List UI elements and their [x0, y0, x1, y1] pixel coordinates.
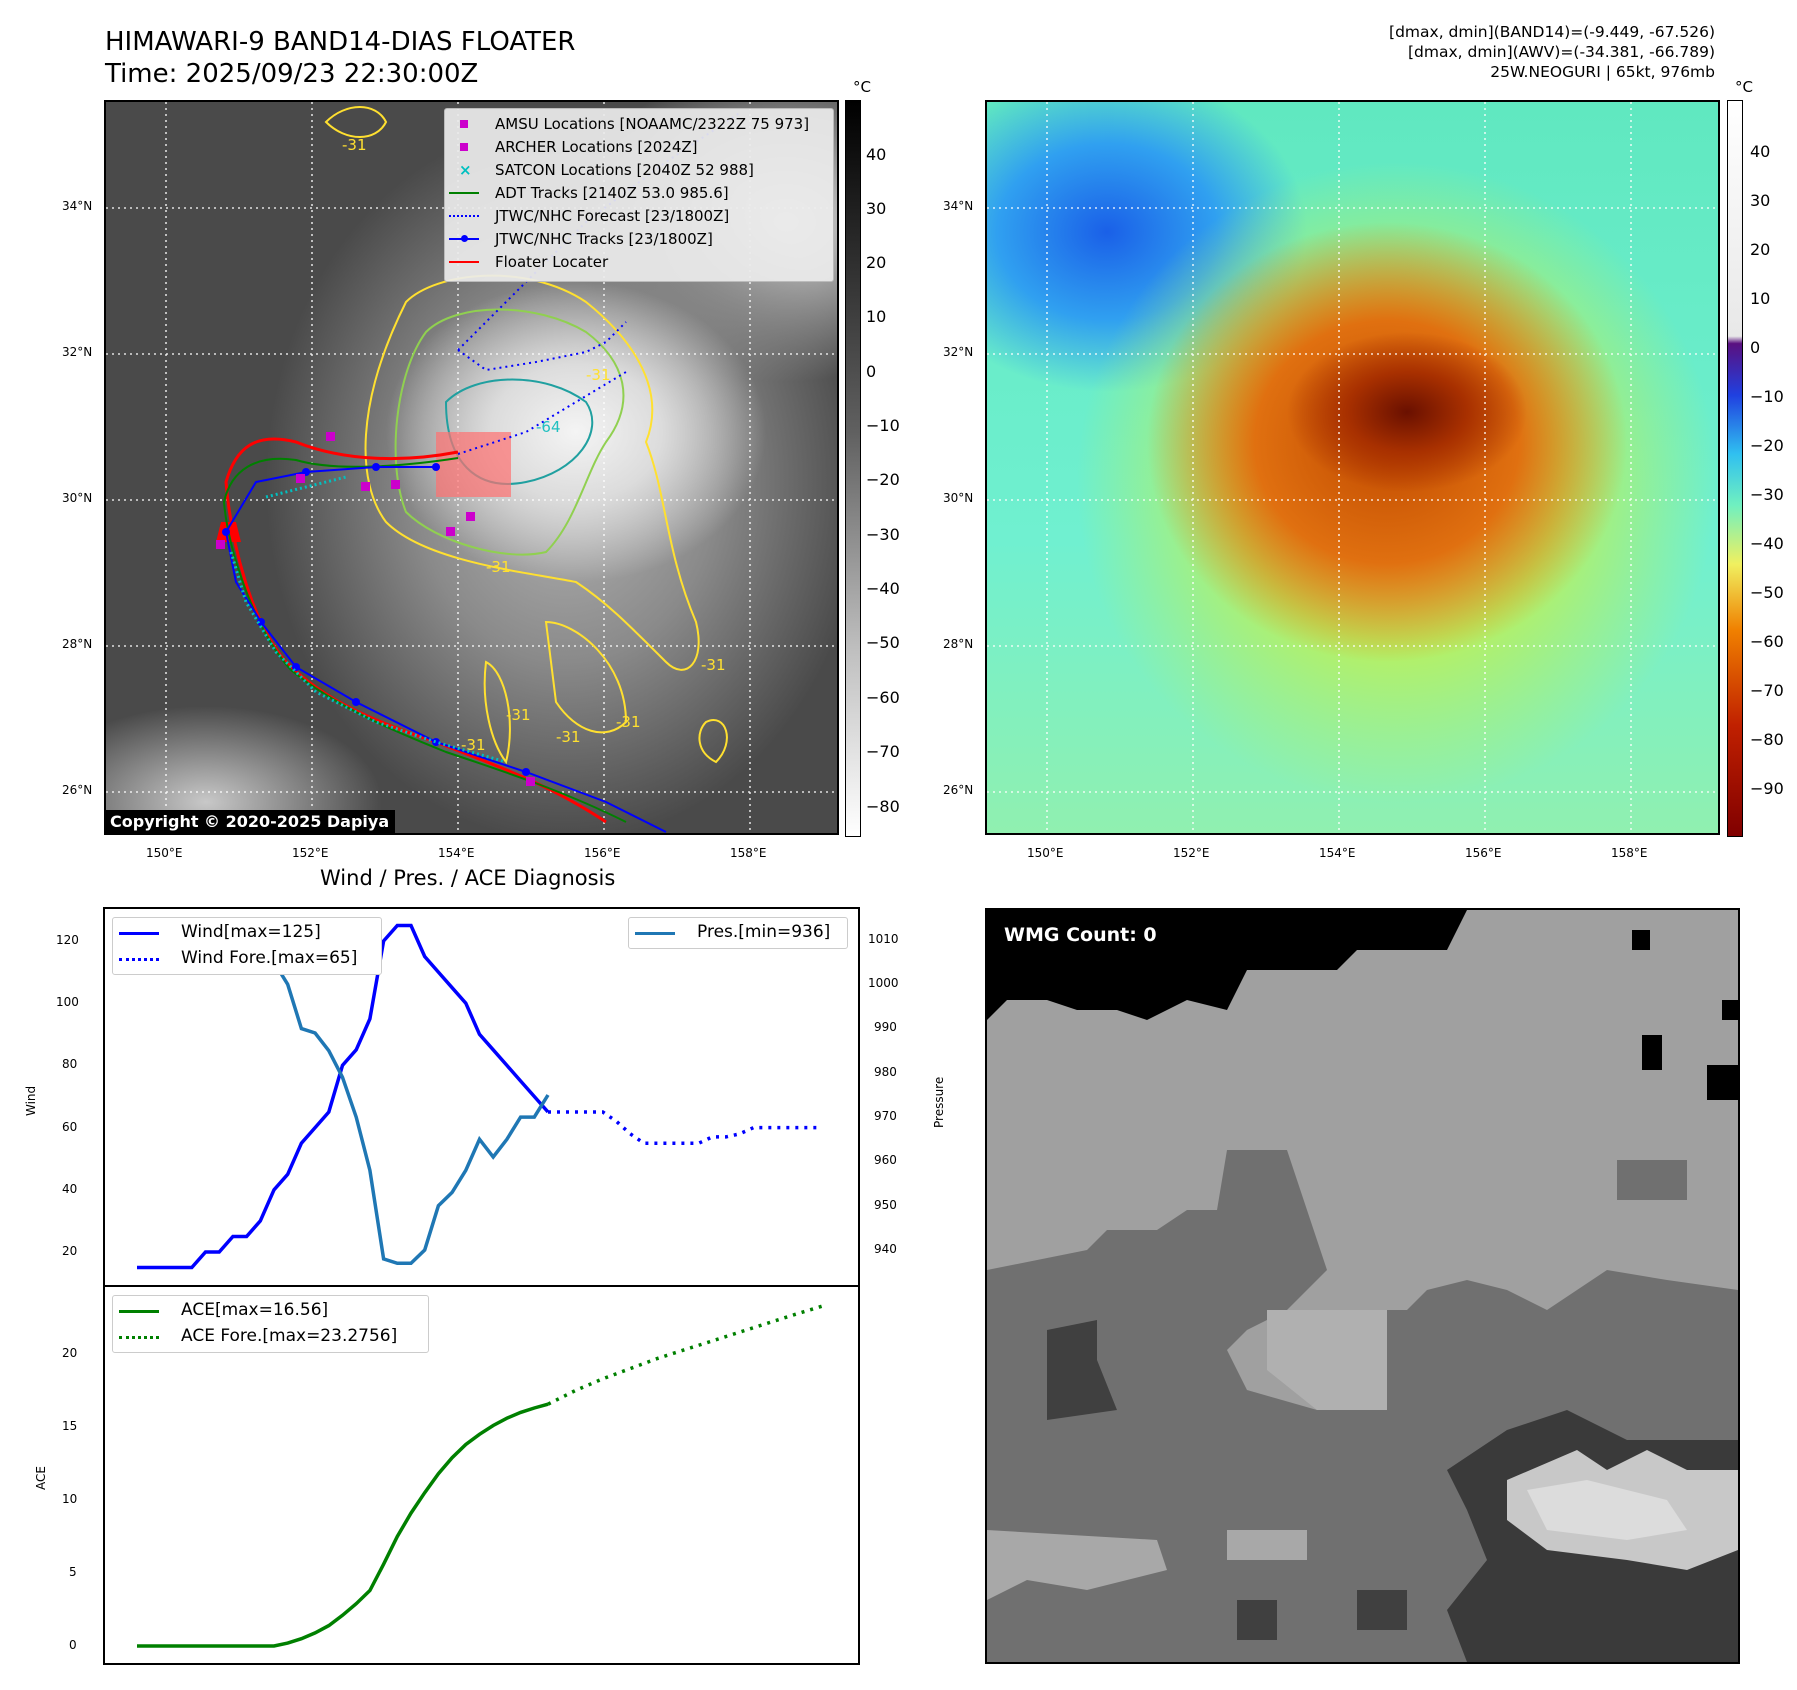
dotted-line-icon: [119, 1336, 159, 1339]
diagnosis-title: Wind / Pres. / ACE Diagnosis: [320, 866, 616, 890]
satcon-points: [229, 475, 507, 764]
figure-title: HIMAWARI-9 BAND14-DIAS FLOATER Time: 202…: [105, 26, 575, 90]
contour-label: -64: [536, 418, 561, 436]
wind-fore-line: [548, 1110, 822, 1145]
title-line-1: HIMAWARI-9 BAND14-DIAS FLOATER: [105, 27, 576, 57]
awv-map: [985, 100, 1720, 835]
solid-line-icon: [635, 932, 675, 935]
wmg-count-label: WMG Count: 0: [1004, 924, 1157, 946]
contour-label: -31: [461, 736, 486, 754]
dotted-line-icon: [449, 215, 479, 217]
awv-colorbar-unit: °C: [1735, 78, 1753, 96]
ace-legend: ACE[max=16.56] ACE Fore.[max=23.2756]: [112, 1295, 429, 1353]
square-marker-icon: [460, 143, 468, 151]
solid-line-icon: [119, 932, 159, 935]
dot-marker-icon: [461, 235, 468, 242]
pres-series: [137, 929, 550, 1266]
x-marker-icon: ×: [459, 161, 472, 179]
square-marker-icon: [460, 120, 468, 128]
contour-label: -31: [616, 713, 641, 731]
band14-map: -31 -31 -64 -31 -31 -31 -31 -31 -31: [104, 100, 839, 835]
jtwc-points: [222, 463, 530, 776]
pressure-axis-label: Pressure: [932, 1076, 946, 1128]
line-marker-icon: [449, 192, 479, 194]
map-legend: AMSU Locations [NOAAMC/2322Z 75 973] ARC…: [444, 108, 834, 282]
wind-legend: Wind[max=125] Wind Fore.[max=65]: [112, 917, 382, 975]
ace-series: [137, 1304, 823, 1648]
title-line-2: Time: 2025/09/23 22:30:00Z: [105, 59, 479, 89]
band14-colorbar-unit: °C: [853, 78, 871, 96]
info-line-1: [dmax, dmin](BAND14)=(-9.449, -67.526): [1389, 23, 1715, 41]
contour-label: -31: [556, 728, 581, 746]
jtwc-track: [224, 466, 667, 833]
wind-axis-label: Wind: [24, 1085, 38, 1116]
pres-line: [137, 929, 550, 1266]
pressure-legend: Pres.[min=936]: [628, 917, 848, 949]
info-header: [dmax, dmin](BAND14)=(-9.449, -67.526) […: [1389, 22, 1715, 82]
amsu-archer-points: [216, 432, 535, 786]
contour-label: -31: [586, 366, 611, 384]
ace-fore-line: [547, 1304, 823, 1406]
ace-axis-label: ACE: [34, 1466, 48, 1490]
awv-colorbar: [1727, 100, 1743, 837]
ace-line: [137, 1402, 549, 1648]
floater-box: [436, 432, 511, 497]
floater-track: [224, 437, 607, 824]
contour-label: -31: [701, 656, 726, 674]
band14-contour-labels: -31 -31 -64 -31 -31 -31 -31 -31 -31: [342, 136, 726, 754]
wmg-field: [987, 910, 1738, 1662]
line-marker-icon: [449, 261, 479, 263]
dotted-line-icon: [119, 958, 159, 961]
copyright-badge: Copyright © 2020-2025 Dapiya: [104, 810, 396, 833]
wmg-panel: [985, 908, 1740, 1664]
wind-line: [137, 923, 550, 1270]
info-line-3: 25W.NEOGURI | 65kt, 976mb: [1490, 63, 1715, 81]
wind-series: [137, 923, 822, 1270]
contour-label: -31: [506, 706, 531, 724]
contour-label: -31: [342, 136, 367, 154]
info-line-2: [dmax, dmin](AWV)=(-34.381, -66.789): [1408, 43, 1715, 61]
adt-track: [222, 457, 627, 823]
contour-label: -31: [486, 558, 511, 576]
solid-line-icon: [119, 1310, 159, 1313]
awv-grid: [987, 102, 1718, 833]
band14-colorbar: [845, 100, 861, 837]
